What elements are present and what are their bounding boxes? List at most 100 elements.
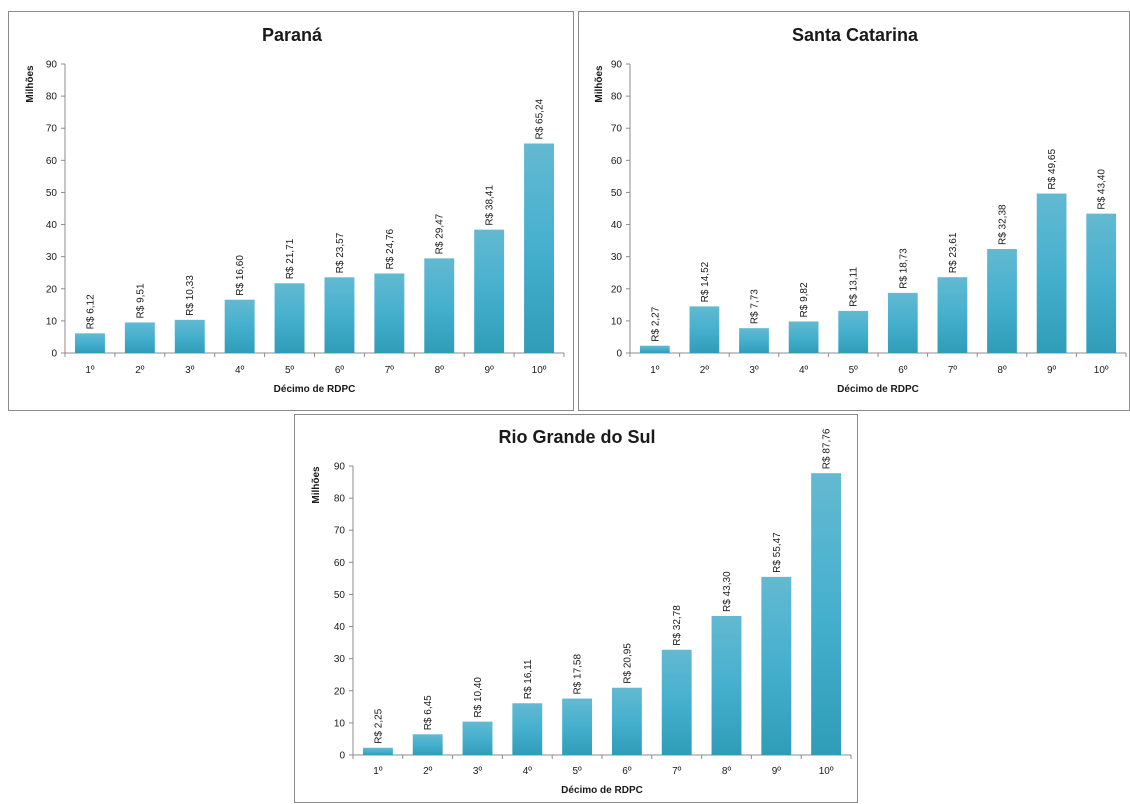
bar-9: [1036, 193, 1067, 353]
y-axis-label: Milhões: [311, 466, 322, 504]
x-tick-label: 2º: [135, 365, 145, 376]
bar-3: [462, 721, 493, 755]
bar-9: [474, 229, 505, 353]
data-label: R$ 6,45: [423, 695, 434, 730]
y-tick-label: 50: [46, 188, 58, 199]
bar-2: [689, 306, 720, 353]
bar-3: [739, 328, 769, 353]
bar-10: [524, 143, 555, 353]
data-label: R$ 9,51: [135, 283, 146, 318]
data-label: R$ 2,27: [650, 306, 661, 341]
data-label: R$ 16,11: [523, 659, 534, 699]
y-tick-label: 90: [611, 60, 623, 71]
y-tick-label: 0: [616, 349, 622, 360]
x-tick-label: 2º: [423, 766, 433, 777]
data-label: R$ 32,38: [998, 204, 1009, 245]
y-tick-label: 30: [46, 252, 58, 263]
x-tick-label: 3º: [473, 766, 483, 777]
data-label: R$ 49,65: [1047, 149, 1058, 190]
data-label: R$ 20,95: [622, 643, 633, 684]
bar-4: [512, 703, 543, 755]
x-tick-label: 2º: [700, 365, 710, 376]
bar-1: [639, 345, 670, 353]
bar-3: [174, 319, 205, 353]
x-tick-label: 10º: [819, 766, 834, 777]
y-tick-label: 80: [46, 92, 58, 103]
x-tick-label: 8º: [997, 365, 1007, 376]
y-tick-label: 20: [46, 284, 58, 295]
chart-title: Santa Catarina: [792, 25, 919, 45]
y-tick-label: 20: [334, 686, 346, 697]
y-axis-label: Milhões: [25, 65, 36, 103]
data-label: R$ 29,47: [435, 213, 446, 254]
data-label: R$ 16,60: [235, 255, 246, 296]
y-tick-label: 20: [611, 284, 623, 295]
data-label: R$ 43,30: [722, 571, 733, 612]
x-tick-label: 5º: [285, 365, 295, 376]
chart-title: Paraná: [262, 25, 323, 45]
x-tick-label: 8º: [722, 766, 732, 777]
data-label: R$ 32,78: [672, 605, 683, 646]
bar-1: [74, 333, 105, 353]
data-label: R$ 38,41: [485, 185, 496, 226]
x-tick-label: 5º: [572, 766, 582, 777]
data-label: R$ 21,71: [285, 238, 296, 279]
bar-8: [424, 258, 455, 353]
y-tick-label: 0: [51, 349, 57, 360]
y-tick-label: 10: [46, 316, 58, 327]
x-tick-label: 3º: [185, 365, 195, 376]
chart-svg: Santa Catarina Milhões Décimo de RDPC 0 10 20…: [594, 25, 1127, 395]
x-tick-label: 5º: [849, 365, 859, 376]
x-tick-label: 1º: [373, 766, 383, 777]
x-tick-label: 7º: [672, 766, 682, 777]
data-label: R$ 55,47: [772, 532, 783, 573]
bar-8: [711, 615, 742, 755]
y-tick-label: 40: [46, 220, 58, 231]
x-axis-label: Décimo de RDPC: [274, 384, 356, 395]
y-tick-label: 40: [611, 220, 623, 231]
x-axis-label: Décimo de RDPC: [837, 384, 919, 395]
x-tick-label: 7º: [948, 365, 958, 376]
y-axis-label: Milhões: [594, 65, 605, 103]
x-tick-label: 3º: [749, 365, 759, 376]
data-label: R$ 2,25: [373, 708, 384, 743]
x-tick-label: 4º: [523, 766, 533, 777]
bar-6: [611, 687, 642, 755]
x-tick-label: 1º: [650, 365, 660, 376]
bar-10: [811, 473, 842, 755]
x-tick-label: 10º: [532, 365, 547, 376]
data-label: R$ 87,76: [822, 428, 833, 469]
chart-svg: Rio Grande do Sul Milhões Décimo de RDPC 0 1…: [311, 427, 852, 796]
x-axis-label: Décimo de RDPC: [561, 785, 643, 796]
x-tick-label: 8º: [435, 365, 445, 376]
chart-svg: Paraná Milhões Décimo de RDPC 0 10 20 30 40 50 60…: [25, 25, 565, 395]
y-tick-label: 90: [334, 462, 346, 473]
x-tick-label: 4º: [799, 365, 809, 376]
y-tick-label: 90: [46, 60, 58, 71]
data-label: R$ 10,40: [473, 677, 484, 718]
y-tick-label: 70: [334, 526, 346, 537]
bar-5: [562, 698, 593, 755]
bar-8: [987, 249, 1017, 353]
data-label: R$ 14,52: [700, 261, 711, 302]
y-tick-label: 80: [334, 494, 346, 505]
y-tick-label: 10: [611, 316, 623, 327]
x-tick-label: 9º: [1047, 365, 1057, 376]
x-tick-label: 10º: [1094, 365, 1109, 376]
x-tick-label: 7º: [385, 365, 395, 376]
bar-7: [661, 649, 692, 755]
data-label: R$ 24,76: [385, 228, 396, 269]
y-tick-label: 40: [334, 622, 346, 633]
y-tick-label: 70: [46, 124, 58, 135]
bar-1: [362, 747, 393, 755]
bar-2: [124, 322, 155, 353]
x-tick-label: 6º: [622, 766, 632, 777]
y-tick-label: 60: [334, 558, 346, 569]
data-label: R$ 10,33: [185, 275, 196, 316]
y-tick-label: 60: [611, 156, 623, 167]
bar-10: [1086, 213, 1117, 353]
y-tick-label: 80: [611, 92, 623, 103]
x-tick-label: 1º: [85, 365, 95, 376]
y-tick-label: 10: [334, 718, 346, 729]
bar-7: [937, 277, 968, 353]
